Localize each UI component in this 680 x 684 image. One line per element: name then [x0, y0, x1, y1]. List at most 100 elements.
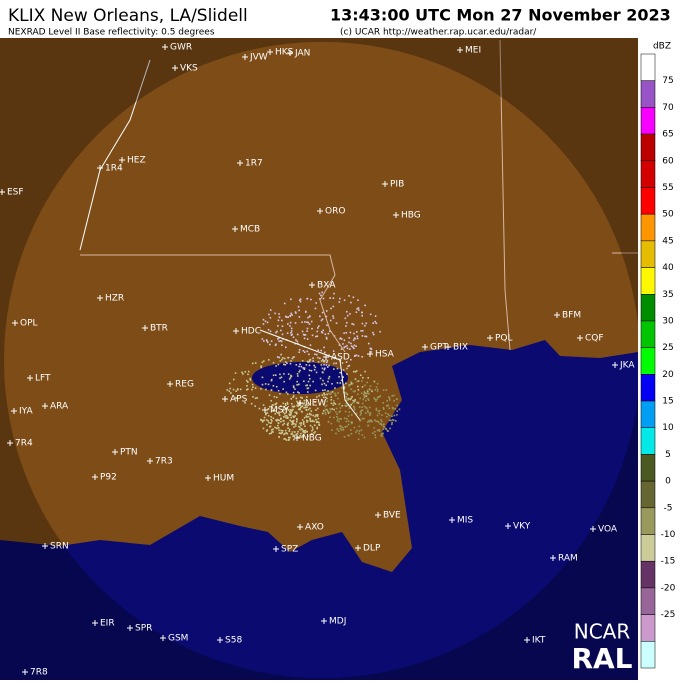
echo-pixel: [318, 421, 320, 424]
echo-pixel: [366, 421, 369, 423]
echo-pixel: [359, 414, 362, 416]
echo-pixel: [339, 427, 342, 430]
echo-pixel: [286, 407, 288, 409]
echo-pixel: [339, 418, 341, 420]
echo-pixel: [298, 371, 301, 373]
echo-pixel: [345, 405, 347, 407]
echo-pixel: [380, 419, 382, 421]
echo-pixel: [323, 346, 325, 349]
echo-pixel: [287, 316, 290, 318]
echo-pixel: [302, 422, 305, 424]
echo-pixel: [324, 367, 326, 370]
echo-pixel: [357, 389, 360, 391]
colorbar-label: 20: [662, 370, 674, 380]
echo-pixel: [389, 427, 391, 430]
echo-pixel: [278, 432, 281, 434]
echo-pixel: [352, 346, 354, 348]
echo-pixel: [332, 403, 335, 406]
echo-pixel: [332, 315, 334, 317]
echo-pixel: [236, 388, 239, 390]
echo-pixel: [247, 388, 249, 390]
echo-pixel: [330, 402, 333, 405]
echo-pixel: [311, 429, 313, 432]
echo-pixel: [343, 346, 346, 349]
stations: GWR JVW HKS JAN MEI VKS HEZ 1R4 1R7 PIB ORO HBG MCB E…: [0, 43, 635, 678]
echo-pixel: [304, 429, 307, 432]
echo-pixel: [283, 416, 285, 418]
colorbar-label: -20: [661, 583, 676, 593]
echo-pixel: [262, 419, 264, 422]
echo-pixel: [323, 382, 326, 385]
echo-pixel: [343, 435, 346, 438]
echo-pixel: [368, 419, 370, 422]
echo-pixel: [269, 316, 272, 319]
echo-pixel: [345, 402, 348, 404]
echo-pixel: [381, 432, 383, 435]
echo-pixel: [312, 414, 314, 417]
echo-pixel: [290, 334, 293, 336]
echo-pixel: [287, 323, 289, 325]
echo-pixel: [283, 433, 285, 436]
echo-pixel: [307, 321, 310, 324]
echo-pixel: [288, 413, 291, 416]
echo-pixel: [309, 378, 311, 380]
colorbar-swatch: [640, 213, 656, 242]
logo-ral: RAL: [571, 642, 632, 675]
echo-pixel: [277, 389, 280, 392]
echo-pixel: [316, 414, 318, 417]
echo-pixel: [354, 398, 356, 401]
echo-pixel: [376, 382, 379, 385]
echo-pixel: [329, 330, 331, 333]
echo-pixel: [386, 404, 389, 407]
echo-pixel: [286, 362, 288, 365]
range-mask: [0, 38, 638, 680]
echo-pixel: [315, 396, 318, 398]
echo-pixel: [360, 409, 363, 412]
echo-pixel: [275, 343, 277, 346]
echo-pixel: [270, 422, 272, 425]
echo-pixel: [369, 412, 372, 414]
echo-pixel: [343, 332, 345, 335]
echo-pixel: [265, 430, 268, 432]
echo-pixel: [261, 338, 264, 340]
echo-pixel: [392, 419, 395, 422]
echo-pixel: [361, 409, 364, 412]
echo-pixel: [332, 305, 335, 308]
echo-pixel: [346, 393, 349, 396]
echo-pixel: [387, 396, 390, 398]
echo-pixel: [318, 394, 320, 397]
echo-pixel: [295, 339, 297, 341]
echo-pixel: [363, 393, 365, 396]
station-marker: [590, 526, 596, 532]
echo-pixel: [334, 392, 336, 395]
echo-pixel: [381, 414, 383, 417]
echo-pixel: [366, 381, 368, 384]
echo-pixel: [322, 329, 325, 332]
colorbar-label: -15: [661, 557, 676, 567]
echo-pixel: [282, 411, 285, 414]
colorbar-label: 70: [662, 103, 674, 113]
echo-pixel: [387, 404, 390, 407]
echo-pixel: [362, 398, 365, 401]
echo-pixel: [234, 397, 237, 399]
station-marker: [309, 282, 315, 288]
echo-pixel: [284, 432, 286, 435]
echo-pixel: [326, 397, 328, 400]
echo-pixel: [349, 405, 352, 407]
echo-pixel: [327, 420, 330, 423]
echo-pixel: [292, 386, 295, 389]
echo-pixel: [329, 297, 331, 299]
echo-pixel: [349, 398, 351, 401]
echo-pixel: [310, 369, 313, 372]
echo-pixel: [287, 427, 289, 429]
echo-pixel: [300, 396, 302, 399]
echo-pixel: [333, 408, 335, 411]
echo-pixel: [363, 396, 366, 399]
echo-pixel: [296, 384, 298, 386]
echo-pixel: [270, 379, 273, 382]
echo-pixel: [374, 419, 376, 421]
echo-pixel: [283, 420, 285, 422]
station-label: BIX: [453, 343, 468, 353]
echo-pixel: [386, 400, 388, 402]
echo-pixel: [346, 398, 348, 400]
